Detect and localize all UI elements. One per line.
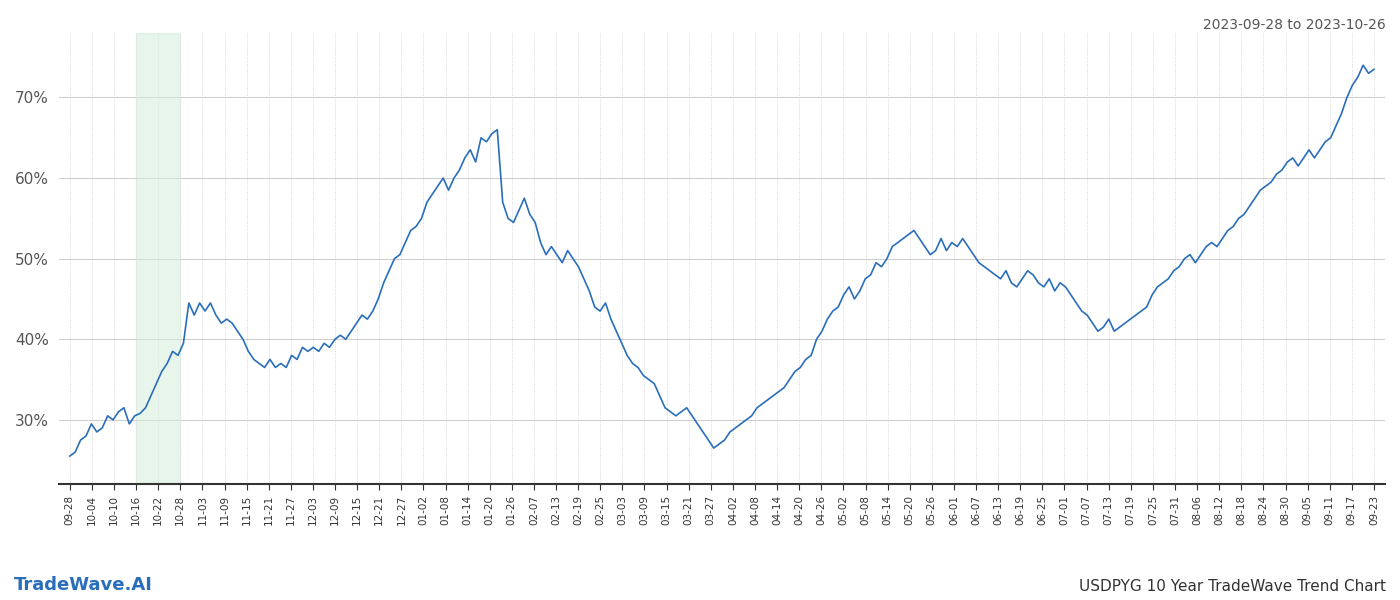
Text: USDPYG 10 Year TradeWave Trend Chart: USDPYG 10 Year TradeWave Trend Chart — [1079, 579, 1386, 594]
Bar — [136, 33, 181, 484]
Text: 2023-09-28 to 2023-10-26: 2023-09-28 to 2023-10-26 — [1203, 18, 1386, 32]
Text: TradeWave.AI: TradeWave.AI — [14, 576, 153, 594]
